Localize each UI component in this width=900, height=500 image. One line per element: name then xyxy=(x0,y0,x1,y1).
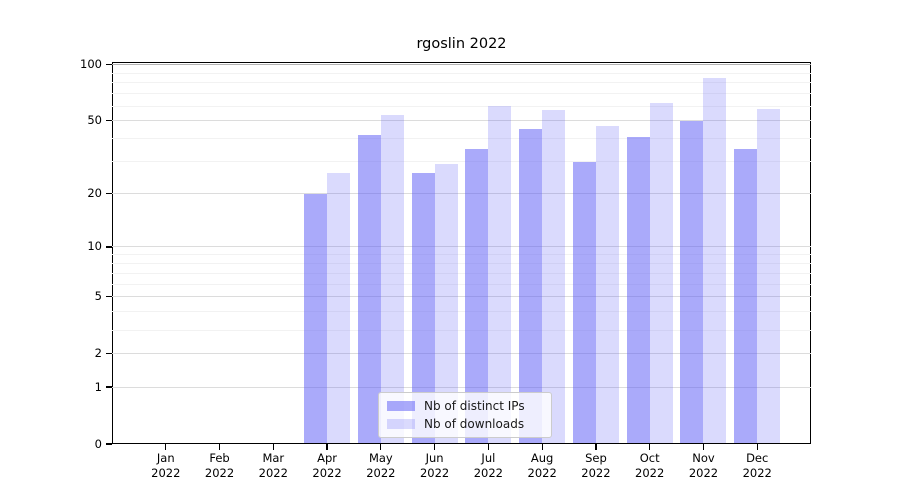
x-tick-label: Apr 2022 xyxy=(312,451,342,480)
legend-entry-distinct-ips: Nb of distinct IPs xyxy=(379,398,551,413)
minor-gridline xyxy=(112,311,811,313)
y-tick-label: 5 xyxy=(94,289,102,304)
minor-gridline xyxy=(112,329,811,331)
bar-distinct-ips-sep xyxy=(572,161,596,443)
bar-distinct-ips-jul xyxy=(465,149,489,443)
minor-gridline xyxy=(112,72,811,74)
bar-distinct-ips-oct xyxy=(626,136,650,443)
x-tick-label: Feb 2022 xyxy=(204,451,235,480)
y-tick-mark xyxy=(106,193,112,195)
minor-gridline xyxy=(112,272,811,274)
x-tick-label: Sep 2022 xyxy=(581,451,611,480)
legend-swatch-distinct-ips xyxy=(387,401,415,411)
major-gridline xyxy=(112,120,811,122)
x-tick-mark xyxy=(702,444,705,450)
y-tick-mark xyxy=(106,64,112,66)
major-gridline xyxy=(112,64,811,66)
minor-gridline xyxy=(112,93,811,95)
minor-gridline xyxy=(112,105,811,107)
chart-title: rgoslin 2022 xyxy=(416,36,507,52)
y-tick-mark xyxy=(106,296,112,298)
bar-downloads-jun xyxy=(434,164,458,443)
bar-downloads-may xyxy=(380,114,404,443)
major-gridline xyxy=(112,246,811,248)
plot-area xyxy=(112,62,811,444)
minor-gridline xyxy=(112,161,811,163)
x-tick-label: Aug 2022 xyxy=(527,451,557,480)
y-tick-label: 50 xyxy=(87,113,102,128)
x-tick-mark xyxy=(541,444,543,450)
bar-downloads-apr xyxy=(327,173,351,443)
bar-distinct-ips-may xyxy=(357,134,381,443)
major-gridline xyxy=(112,353,811,355)
y-tick-label: 100 xyxy=(80,57,102,72)
y-tick-mark xyxy=(106,443,112,445)
y-tick-label: 0 xyxy=(94,436,102,451)
x-tick-mark xyxy=(165,444,167,450)
x-tick-mark xyxy=(218,444,221,450)
x-tick-mark xyxy=(487,444,489,450)
bar-downloads-nov xyxy=(703,77,727,443)
y-tick-label: 20 xyxy=(87,186,102,201)
x-tick-mark xyxy=(649,444,651,450)
bar-downloads-oct xyxy=(649,103,673,443)
x-tick-label: Jun 2022 xyxy=(419,451,450,480)
bar-downloads-sep xyxy=(595,125,619,443)
bar-downloads-jul xyxy=(488,106,512,443)
x-tick-label: Jan 2022 xyxy=(151,451,181,480)
major-gridline xyxy=(112,386,811,388)
x-tick-label: May 2022 xyxy=(366,451,396,480)
major-gridline xyxy=(112,296,811,298)
x-tick-mark xyxy=(272,444,274,450)
bar-distinct-ips-nov xyxy=(680,120,704,443)
y-tick-mark xyxy=(106,386,112,388)
x-tick-label: Oct 2022 xyxy=(635,451,665,480)
minor-gridline xyxy=(112,254,811,256)
bar-distinct-ips-jun xyxy=(411,173,435,443)
x-tick-label: Nov 2022 xyxy=(688,451,719,480)
x-tick-mark xyxy=(756,444,758,450)
minor-gridline xyxy=(112,262,811,264)
bar-distinct-ips-aug xyxy=(519,129,543,443)
minor-gridline xyxy=(112,138,811,140)
legend: Nb of distinct IPs Nb of downloads xyxy=(378,392,552,438)
legend-label-distinct-ips: Nb of distinct IPs xyxy=(424,398,525,413)
bar-distinct-ips-dec xyxy=(734,149,758,443)
y-tick-mark xyxy=(106,246,112,248)
bar-downloads-dec xyxy=(757,108,781,443)
y-tick-mark xyxy=(106,120,112,122)
bar-downloads-aug xyxy=(542,110,566,443)
major-gridline xyxy=(112,193,811,195)
x-tick-label: Mar 2022 xyxy=(258,451,288,480)
minor-gridline xyxy=(112,283,811,285)
legend-entry-downloads: Nb of downloads xyxy=(379,416,551,431)
x-tick-mark xyxy=(380,444,382,450)
y-tick-mark xyxy=(106,353,112,355)
legend-swatch-downloads xyxy=(387,419,415,429)
y-tick-label: 1 xyxy=(94,379,102,394)
x-tick-mark xyxy=(595,444,597,450)
bar-distinct-ips-apr xyxy=(304,193,328,443)
x-tick-label: Dec 2022 xyxy=(742,451,772,480)
y-tick-label: 10 xyxy=(87,239,102,254)
x-tick-mark xyxy=(434,444,436,450)
x-tick-label: Jul 2022 xyxy=(473,451,504,480)
x-tick-mark xyxy=(326,444,328,450)
minor-gridline xyxy=(112,82,811,84)
y-tick-label: 2 xyxy=(94,346,102,361)
legend-label-downloads: Nb of downloads xyxy=(424,416,525,431)
